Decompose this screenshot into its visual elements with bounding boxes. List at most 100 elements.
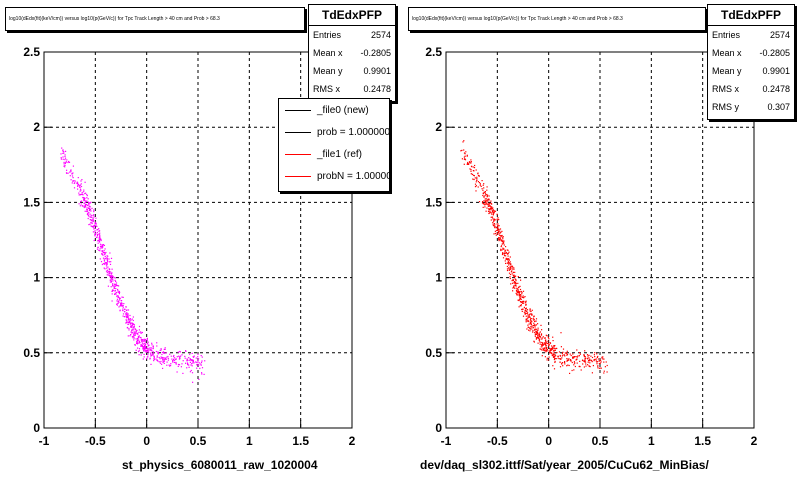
scatter-point (560, 362, 561, 363)
scatter-point (595, 359, 596, 360)
scatter-point (94, 240, 95, 241)
scatter-point (179, 351, 180, 352)
scatter-point (110, 264, 111, 265)
scatter-point (568, 360, 569, 361)
scatter-point (115, 277, 116, 278)
scatter-point (177, 356, 178, 357)
scatter-point (112, 283, 113, 284)
scatter-point (179, 358, 180, 359)
legend-entry: _file0 (new) (279, 99, 389, 121)
scatter-point (590, 356, 591, 357)
scatter-point (124, 316, 125, 317)
scatter-point (503, 236, 504, 237)
scatter-point (115, 294, 116, 295)
scatter-point (498, 231, 499, 232)
scatter-point (585, 363, 586, 364)
scatter-point (198, 364, 199, 365)
scatter-point (171, 359, 172, 360)
x-tick-label: 1.5 (694, 434, 711, 448)
scatter-point (119, 293, 120, 294)
legend-line-marker (285, 154, 311, 155)
scatter-point (141, 345, 142, 346)
scatter-point (508, 267, 509, 268)
scatter-point (104, 263, 105, 264)
scatter-point (488, 213, 489, 214)
scatter-point (483, 185, 484, 186)
scatter-point (555, 348, 556, 349)
scatter-point (564, 355, 565, 356)
scatter-point (132, 329, 133, 330)
scatter-point (174, 357, 175, 358)
scatter-point (201, 373, 202, 374)
scatter-point (118, 285, 119, 286)
scatter-point (165, 358, 166, 359)
scatter-point (480, 183, 481, 184)
scatter-point (115, 280, 116, 281)
scatter-point (153, 360, 154, 361)
scatter-point (127, 322, 128, 323)
scatter-point (476, 180, 477, 181)
scatter-point (193, 361, 194, 362)
scatter-point (138, 332, 139, 333)
scatter-point (532, 310, 533, 311)
scatter-point (602, 356, 603, 357)
scatter-point (493, 214, 494, 215)
plot1-scatter-points (60, 148, 205, 383)
scatter-point (520, 305, 521, 306)
scatter-point (537, 323, 538, 324)
scatter-point (502, 254, 503, 255)
scatter-point (150, 349, 151, 350)
scatter-point (501, 245, 502, 246)
scatter-point (543, 348, 544, 349)
scatter-point (551, 353, 552, 354)
scatter-point (509, 273, 510, 274)
scatter-point (126, 316, 127, 317)
scatter-point (94, 235, 95, 236)
y-tick-label: 2 (435, 120, 442, 134)
scatter-point (523, 295, 524, 296)
scatter-point (63, 159, 64, 160)
scatter-point (478, 181, 479, 182)
scatter-point (174, 360, 175, 361)
scatter-point (530, 326, 531, 327)
scatter-point (535, 326, 536, 327)
scatter-point (118, 301, 119, 302)
scatter-point (489, 199, 490, 200)
scatter-point (88, 203, 89, 204)
scatter-point (108, 286, 109, 287)
scatter-point (560, 359, 561, 360)
scatter-point (512, 290, 513, 291)
scatter-point (494, 223, 495, 224)
scatter-point (80, 201, 81, 202)
scatter-point (112, 280, 113, 281)
scatter-point (482, 180, 483, 181)
scatter-point (486, 198, 487, 199)
scatter-point (172, 362, 173, 363)
scatter-point (117, 290, 118, 291)
scatter-point (133, 334, 134, 335)
scatter-point (475, 177, 476, 178)
scatter-point (61, 159, 62, 160)
scatter-point (177, 371, 178, 372)
scatter-point (69, 172, 70, 173)
scatter-point (102, 264, 103, 265)
scatter-point (160, 358, 161, 359)
scatter-point (129, 315, 130, 316)
scatter-point (81, 194, 82, 195)
scatter-point (156, 345, 157, 346)
x-tick-label: 2 (751, 434, 758, 448)
scatter-point (169, 365, 170, 366)
scatter-point (492, 222, 493, 223)
scatter-point (80, 205, 81, 206)
scatter-point (537, 330, 538, 331)
scatter-point (520, 280, 521, 281)
legend-label: probN = 1.000000 (317, 171, 390, 182)
scatter-point (547, 359, 548, 360)
stats-row: Entries 2574 (309, 26, 395, 44)
scatter-point (467, 155, 468, 156)
scatter-point (183, 360, 184, 361)
scatter-point (556, 352, 557, 353)
scatter-point (510, 261, 511, 262)
scatter-point (478, 186, 479, 187)
scatter-point (84, 207, 85, 208)
